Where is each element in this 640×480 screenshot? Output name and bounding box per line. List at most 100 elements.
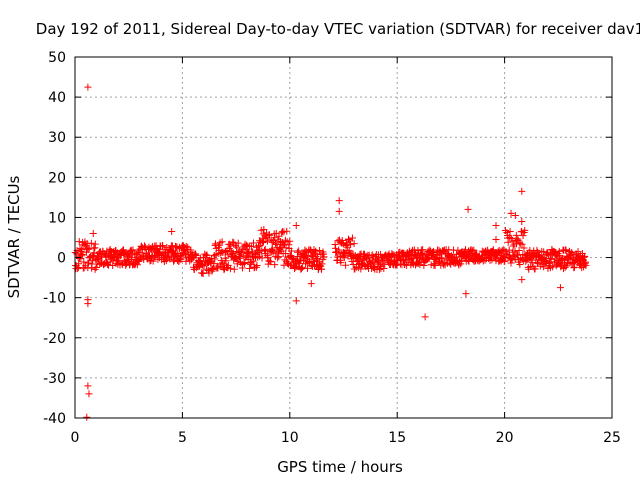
- data-point: [211, 240, 219, 248]
- data-point: [80, 258, 88, 266]
- data-point: [168, 242, 176, 250]
- data-point: [512, 231, 520, 239]
- data-point: [504, 238, 512, 246]
- data-point: [286, 237, 294, 245]
- y-tick-label: -10: [43, 291, 66, 307]
- data-point: [306, 258, 314, 266]
- data-point: [519, 232, 527, 240]
- data-point: [331, 240, 339, 248]
- data-point: [280, 228, 288, 236]
- data-point: [375, 266, 383, 274]
- data-point: [506, 227, 514, 235]
- data-point: [298, 265, 306, 273]
- data-point: [298, 263, 306, 271]
- data-point: [199, 261, 207, 269]
- outlier-point: [556, 284, 564, 292]
- data-point: [240, 259, 248, 267]
- outlier-point: [335, 207, 343, 215]
- data-point: [94, 255, 102, 263]
- data-point: [534, 248, 542, 256]
- outlier-point: [84, 300, 92, 308]
- data-point: [176, 255, 184, 263]
- data-point: [238, 264, 246, 272]
- data-point: [348, 234, 356, 242]
- data-point: [229, 249, 237, 257]
- data-point: [513, 235, 521, 243]
- y-tick-label: 50: [48, 50, 66, 66]
- data-point: [513, 250, 521, 258]
- data-point: [276, 246, 284, 254]
- y-axis-label: SDTVAR / TECUs: [5, 175, 23, 298]
- data-point: [561, 263, 569, 271]
- data-point: [211, 255, 219, 263]
- outlier-point: [492, 236, 500, 244]
- data-point: [549, 263, 557, 271]
- data-point: [338, 236, 346, 244]
- data-point: [337, 259, 345, 267]
- outlier-point: [518, 276, 526, 284]
- data-point: [258, 254, 266, 262]
- data-point: [202, 252, 210, 260]
- data-point: [133, 261, 141, 269]
- outlier-point: [518, 217, 526, 225]
- data-point: [274, 254, 282, 262]
- axis-ticks: -40 -30 -20 -10 0 10 20 30 40 50 0 5 10 15 20 25: [43, 50, 621, 446]
- data-point: [192, 251, 200, 259]
- outlier-point: [292, 221, 300, 229]
- data-point: [122, 261, 130, 269]
- data-point: [540, 263, 548, 271]
- x-tick-label: 10: [281, 430, 299, 446]
- data-point: [489, 246, 497, 254]
- data-point: [314, 254, 322, 262]
- data-point: [271, 261, 279, 269]
- data-point: [259, 230, 267, 238]
- outlier-point: [462, 290, 470, 298]
- y-tick-label: 10: [48, 210, 66, 226]
- data-point: [318, 260, 326, 268]
- data-point: [312, 253, 320, 261]
- data-point: [129, 246, 137, 254]
- grid-lines: [75, 57, 612, 418]
- data-point: [574, 248, 582, 256]
- data-point: [249, 239, 257, 247]
- data-point: [571, 263, 579, 271]
- data-point: [132, 259, 140, 267]
- data-point: [565, 255, 573, 263]
- data-point: [92, 264, 100, 272]
- x-tick-label: 15: [388, 430, 406, 446]
- data-point: [210, 260, 218, 268]
- data-point: [209, 265, 217, 273]
- data-point: [261, 247, 269, 255]
- x-tick-label: 25: [603, 430, 621, 446]
- data-point: [518, 240, 526, 248]
- data-point: [416, 261, 424, 269]
- data-point: [203, 265, 211, 273]
- data-point: [430, 247, 438, 255]
- data-point: [265, 231, 273, 239]
- y-tick-label: 40: [48, 90, 66, 106]
- outlier-point: [464, 205, 472, 213]
- data-point: [310, 246, 318, 254]
- data-point: [131, 250, 139, 258]
- data-point: [507, 259, 515, 267]
- y-tick-label: 20: [48, 170, 66, 186]
- data-point: [546, 254, 554, 262]
- data-point: [357, 260, 365, 268]
- outlier-point: [335, 197, 343, 205]
- data-point: [515, 247, 523, 255]
- data-point: [280, 261, 288, 269]
- data-point: [121, 256, 129, 264]
- data-point: [508, 256, 516, 264]
- data-point: [149, 257, 157, 265]
- plot-frame: [74, 56, 613, 419]
- outlier-point: [421, 313, 429, 321]
- data-point: [503, 228, 511, 236]
- data-point: [227, 242, 235, 250]
- data-point: [345, 248, 353, 256]
- data-point: [283, 227, 291, 235]
- outlier-point: [89, 229, 97, 237]
- data-point: [203, 251, 211, 259]
- outlier-point: [84, 83, 92, 91]
- data-point: [90, 249, 98, 257]
- x-tick-label: 5: [178, 430, 187, 446]
